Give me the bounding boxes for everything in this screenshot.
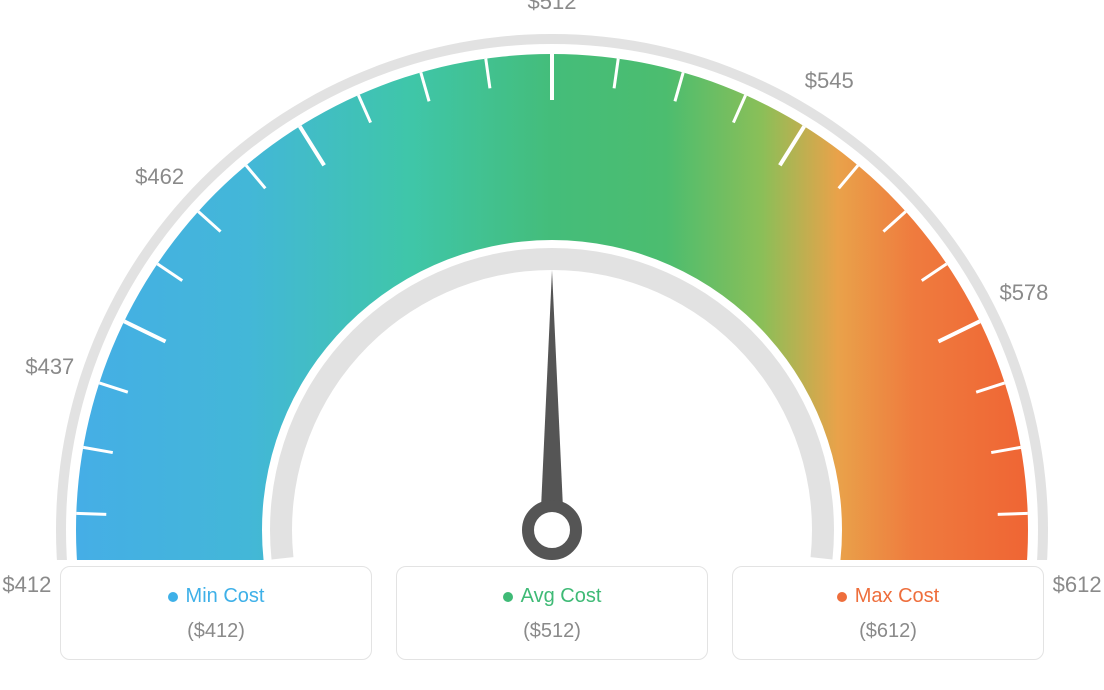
gauge-tick-label: $545 [805,68,854,94]
legend-max-card: Max Cost ($612) [732,566,1044,660]
legend-min-card: Min Cost ($412) [60,566,372,660]
cost-gauge-chart: $412 $437 $462 $512 $545 $578 $612 Min Cost ($… [0,0,1104,690]
legend-min-value: ($412) [71,620,361,643]
legend-avg-card: Avg Cost ($512) [396,566,708,660]
gauge-tick-label: $612 [1053,572,1102,598]
gauge-tick-label: $512 [528,0,577,15]
legend-avg-value: ($512) [407,620,697,643]
legend-min-title: Min Cost [186,585,265,608]
gauge-tick-label: $462 [135,164,184,190]
legend-max-dot [837,592,847,602]
legend-row: Min Cost ($412) Avg Cost ($512) Max Cost… [60,566,1044,660]
gauge: $412$437$462$512$545$578$612 [0,0,1104,560]
legend-max-value: ($612) [743,620,1033,643]
legend-avg-dot [503,592,513,602]
legend-max-title: Max Cost [855,585,939,608]
gauge-tick-label: $578 [999,280,1048,306]
gauge-tick-label: $412 [2,572,51,598]
gauge-tick-label: $437 [25,354,74,380]
legend-avg-title: Avg Cost [521,585,602,608]
legend-min-dot [168,592,178,602]
